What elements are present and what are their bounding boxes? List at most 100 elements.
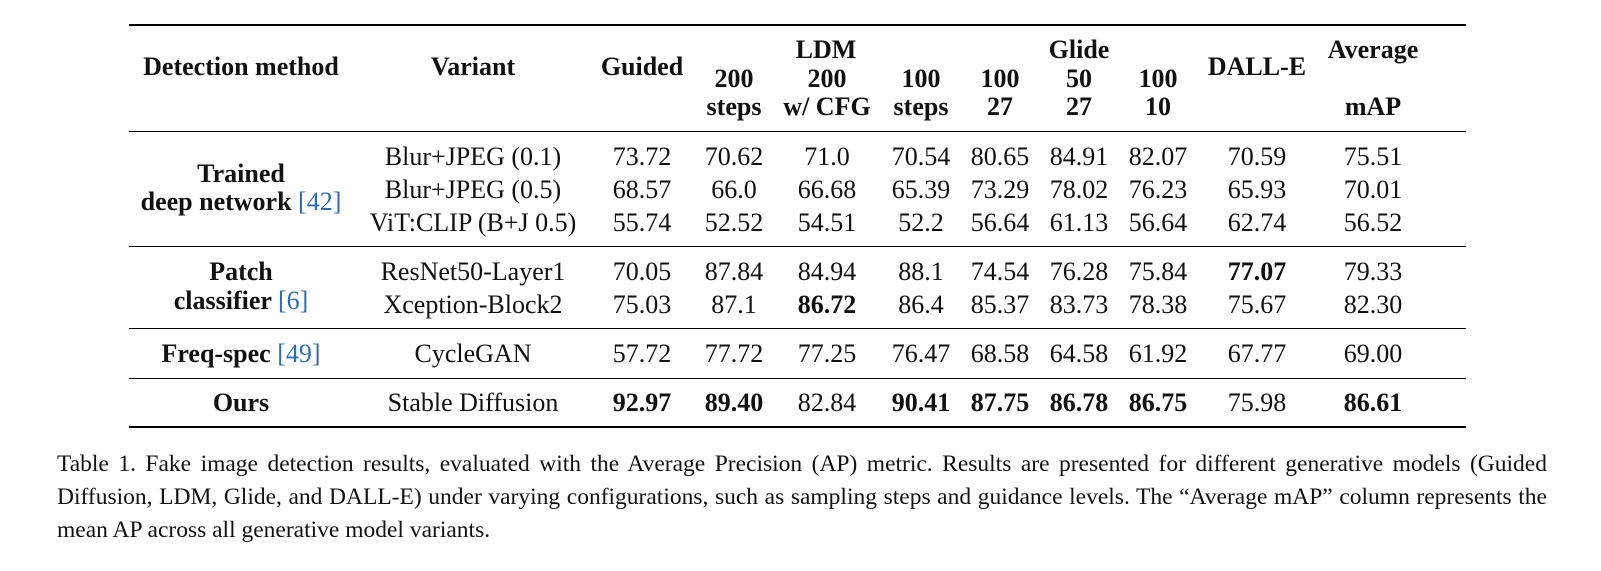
value-cell: 62.74 (1227, 208, 1287, 237)
value-cell: 69.00 (1343, 339, 1403, 368)
value-cell: 61.13 (1049, 208, 1109, 237)
variant-cell: Blur+JPEG (0.1) (384, 142, 562, 171)
group-rule-1 (129, 246, 1466, 248)
value-cell: 84.94 (797, 257, 857, 286)
header-ldm-group: LDM (795, 35, 857, 64)
method-text: Ours (212, 388, 270, 417)
value-cell: 77.25 (797, 339, 857, 368)
method-text: Freq-spec (161, 339, 271, 368)
value-cell: 52.52 (704, 208, 764, 237)
value-cell: 70.62 (704, 142, 764, 171)
value-cell: 82.84 (797, 388, 857, 417)
method-label: Freq-spec [49] (161, 339, 320, 369)
citation-link[interactable]: [6] (277, 286, 309, 315)
header-average-line2: mAP (1344, 92, 1402, 121)
value-cell: 64.58 (1049, 339, 1109, 368)
variant-cell: Stable Diffusion (387, 388, 559, 417)
method-text: Trained (197, 159, 285, 188)
value-cell: 86.75 (1128, 388, 1188, 417)
value-cell: 77.72 (704, 339, 764, 368)
method-text: Patch (209, 257, 273, 286)
value-cell: 87.84 (704, 257, 764, 286)
top-rule (129, 24, 1466, 26)
variant-cell: Blur+JPEG (0.5) (384, 175, 562, 204)
value-cell: 56.52 (1343, 208, 1403, 237)
subheader-3-line2: 27 (987, 92, 1013, 121)
value-cell: 75.67 (1227, 290, 1287, 319)
value-cell: 65.93 (1227, 175, 1287, 204)
value-cell: 87.1 (711, 290, 757, 319)
value-cell: 86.72 (797, 290, 857, 319)
subheader-1-line1: 200 (807, 64, 847, 93)
value-cell: 56.64 (970, 208, 1030, 237)
header-guided: Guided (600, 52, 684, 81)
value-cell: 84.91 (1049, 142, 1109, 171)
header-average-line1: Average (1327, 35, 1419, 64)
citation-link[interactable]: [42] (298, 187, 342, 216)
value-cell: 83.73 (1049, 290, 1109, 319)
method-text: classifier (173, 286, 272, 315)
citation-link[interactable]: [49] (277, 339, 321, 368)
value-cell: 87.75 (970, 388, 1030, 417)
value-cell: 67.77 (1227, 339, 1287, 368)
value-cell: 86.78 (1049, 388, 1109, 417)
subheader-4-line2: 27 (1066, 92, 1092, 121)
subheader-4-line1: 50 (1066, 64, 1092, 93)
table-caption: Table 1. Fake image detection results, e… (57, 451, 1547, 543)
value-cell: 73.72 (612, 142, 672, 171)
value-cell: 68.58 (970, 339, 1030, 368)
value-cell: 66.0 (711, 175, 757, 204)
subheader-5-line2: 10 (1145, 92, 1171, 121)
value-cell: 78.38 (1128, 290, 1188, 319)
variant-cell: CycleGAN (414, 339, 532, 368)
value-cell: 70.05 (612, 257, 672, 286)
bottom-rule (129, 426, 1466, 428)
value-cell: 71.0 (804, 142, 850, 171)
method-label: classifier [6] (174, 286, 309, 316)
subheader-5-line1: 100 (1138, 64, 1178, 93)
value-cell: 73.29 (970, 175, 1030, 204)
subheader-0-line1: 200 (714, 64, 754, 93)
value-cell: 70.54 (891, 142, 951, 171)
value-cell: 78.02 (1049, 175, 1109, 204)
value-cell: 52.2 (898, 208, 944, 237)
header-glide-group: Glide (1048, 35, 1110, 64)
subheader-2-line1: 100 (901, 64, 941, 93)
value-cell: 57.72 (612, 339, 672, 368)
value-cell: 80.65 (970, 142, 1030, 171)
value-cell: 75.03 (612, 290, 672, 319)
method-label: Ours (213, 388, 269, 418)
value-cell: 76.47 (891, 339, 951, 368)
value-cell: 65.39 (891, 175, 951, 204)
value-cell: 70.01 (1343, 175, 1403, 204)
value-cell: 86.61 (1343, 388, 1403, 417)
header-variant: Variant (430, 52, 516, 81)
value-cell: 89.40 (704, 388, 764, 417)
method-label: deep network [42] (141, 187, 342, 217)
value-cell: 85.37 (970, 290, 1030, 319)
header-dalle: DALL-E (1207, 52, 1307, 81)
value-cell: 90.41 (891, 388, 951, 417)
header-detection-method: Detection method (143, 52, 339, 81)
header-rule (129, 131, 1466, 133)
value-cell: 54.51 (797, 208, 857, 237)
subheader-2-line2: steps (893, 92, 949, 121)
value-cell: 92.97 (612, 388, 672, 417)
value-cell: 82.30 (1343, 290, 1403, 319)
value-cell: 82.07 (1128, 142, 1188, 171)
value-cell: 88.1 (898, 257, 944, 286)
variant-cell: Xception-Block2 (383, 290, 563, 319)
variant-cell: ResNet50-Layer1 (380, 257, 566, 286)
subheader-1-line2: w/ CFG (783, 92, 871, 121)
subheader-3-line1: 100 (980, 64, 1020, 93)
value-cell: 55.74 (612, 208, 672, 237)
value-cell: 79.33 (1343, 257, 1403, 286)
value-cell: 76.23 (1128, 175, 1188, 204)
value-cell: 66.68 (797, 175, 857, 204)
value-cell: 61.92 (1128, 339, 1188, 368)
method-text: deep network (140, 187, 292, 216)
value-cell: 86.4 (898, 290, 944, 319)
group-rule-2 (129, 328, 1466, 330)
group-rule-3 (129, 378, 1466, 380)
value-cell: 56.64 (1128, 208, 1188, 237)
